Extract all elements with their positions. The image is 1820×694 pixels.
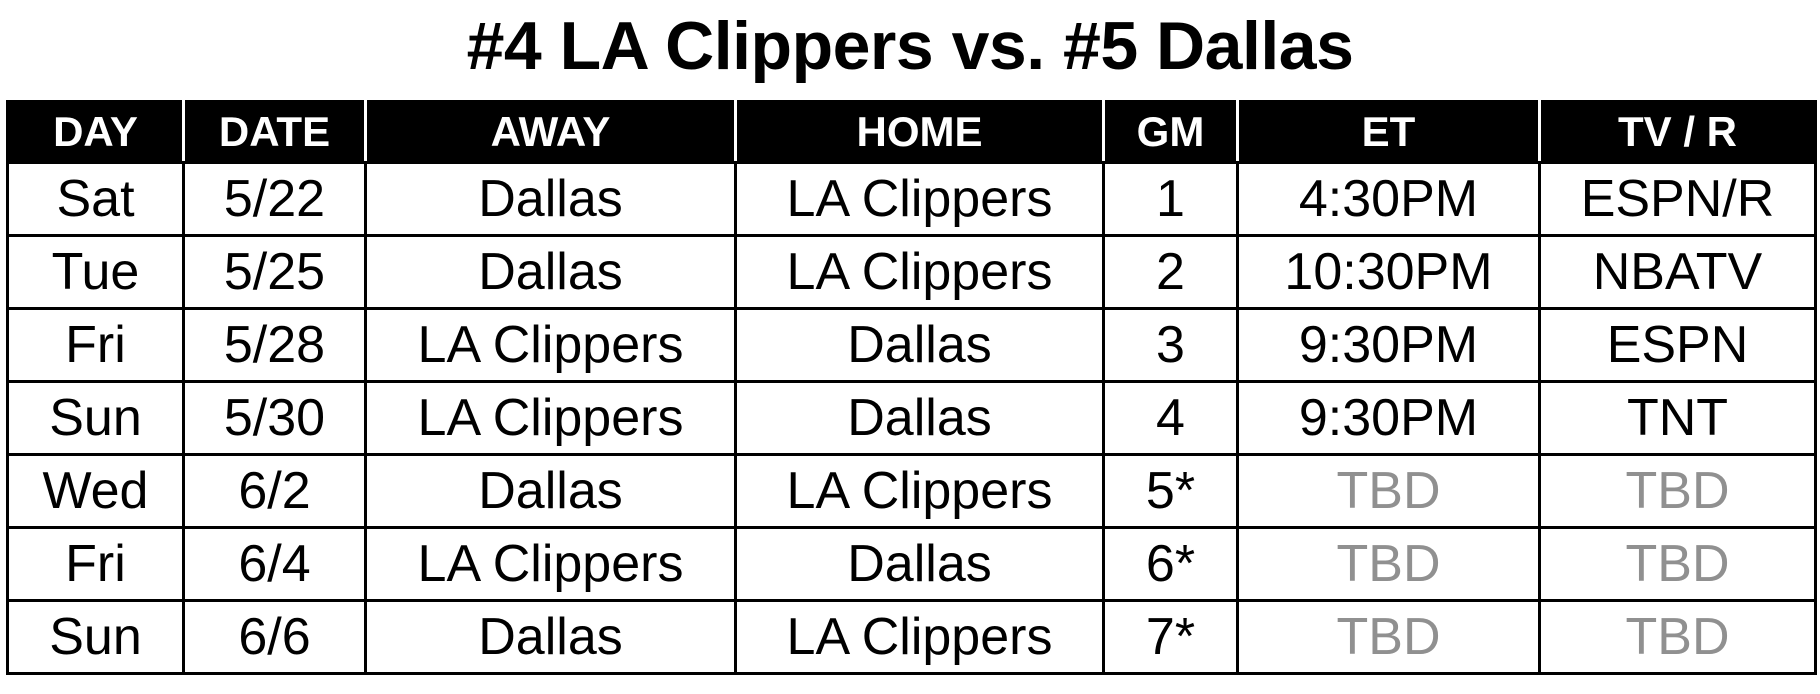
tip-time-cell: 9:30PM xyxy=(1236,307,1541,383)
broadcast-cell: TBD xyxy=(1538,453,1817,529)
day-cell: Sun xyxy=(6,380,185,456)
table-row: Sat 5/22 Dallas LA Clippers 1 4:30PM ESP… xyxy=(6,161,1817,237)
date-cell: 6/4 xyxy=(182,526,367,602)
broadcast-cell: TBD xyxy=(1538,599,1817,675)
date-cell: 5/28 xyxy=(182,307,367,383)
table-body: Sat 5/22 Dallas LA Clippers 1 4:30PM ESP… xyxy=(6,161,1817,675)
table-row: Sun 5/30 LA Clippers Dallas 4 9:30PM TNT xyxy=(6,380,1817,456)
column-header-time-et: ET xyxy=(1236,100,1541,164)
column-header-date: DATE xyxy=(182,100,367,164)
day-cell: Sat xyxy=(6,161,185,237)
day-cell: Tue xyxy=(6,234,185,310)
tip-time-cell: TBD xyxy=(1236,526,1541,602)
home-team-cell: Dallas xyxy=(734,526,1105,602)
page-title: #4 LA Clippers vs. #5 Dallas xyxy=(466,8,1354,84)
broadcast-cell: ESPN xyxy=(1538,307,1817,383)
date-cell: 5/22 xyxy=(182,161,367,237)
home-team-cell: Dallas xyxy=(734,307,1105,383)
tip-time-cell: TBD xyxy=(1236,453,1541,529)
table-row: Tue 5/25 Dallas LA Clippers 2 10:30PM NB… xyxy=(6,234,1817,310)
game-number-cell: 1 xyxy=(1102,161,1239,237)
game-number-cell: 3 xyxy=(1102,307,1239,383)
table-header: DAY DATE AWAY HOME GM ET TV / R xyxy=(6,100,1817,164)
tip-time-cell: TBD xyxy=(1236,599,1541,675)
day-cell: Wed xyxy=(6,453,185,529)
day-cell: Fri xyxy=(6,307,185,383)
away-team-cell: Dallas xyxy=(364,234,737,310)
away-team-cell: LA Clippers xyxy=(364,307,737,383)
table-row: Wed 6/2 Dallas LA Clippers 5* TBD TBD xyxy=(6,453,1817,529)
table-row: Fri 6/4 LA Clippers Dallas 6* TBD TBD xyxy=(6,526,1817,602)
column-header-tv-radio: TV / R xyxy=(1538,100,1817,164)
game-number-cell: 6* xyxy=(1102,526,1239,602)
column-header-day: DAY xyxy=(6,100,185,164)
home-team-cell: LA Clippers xyxy=(734,599,1105,675)
tip-time-cell: 4:30PM xyxy=(1236,161,1541,237)
game-number-cell: 5* xyxy=(1102,453,1239,529)
broadcast-cell: ESPN/R xyxy=(1538,161,1817,237)
away-team-cell: LA Clippers xyxy=(364,380,737,456)
broadcast-cell: NBATV xyxy=(1538,234,1817,310)
table-row: Fri 5/28 LA Clippers Dallas 3 9:30PM ESP… xyxy=(6,307,1817,383)
tip-time-cell: 9:30PM xyxy=(1236,380,1541,456)
date-cell: 5/25 xyxy=(182,234,367,310)
home-team-cell: LA Clippers xyxy=(734,161,1105,237)
date-cell: 6/6 xyxy=(182,599,367,675)
broadcast-cell: TNT xyxy=(1538,380,1817,456)
date-cell: 5/30 xyxy=(182,380,367,456)
home-team-cell: Dallas xyxy=(734,380,1105,456)
away-team-cell: LA Clippers xyxy=(364,526,737,602)
away-team-cell: Dallas xyxy=(364,453,737,529)
schedule-table: DAY DATE AWAY HOME GM ET TV / R Sat 5/22… xyxy=(6,100,1817,675)
broadcast-cell: TBD xyxy=(1538,526,1817,602)
day-cell: Fri xyxy=(6,526,185,602)
column-header-home: HOME xyxy=(734,100,1105,164)
column-header-game: GM xyxy=(1102,100,1239,164)
day-cell: Sun xyxy=(6,599,185,675)
game-number-cell: 7* xyxy=(1102,599,1239,675)
column-header-away: AWAY xyxy=(364,100,737,164)
away-team-cell: Dallas xyxy=(364,161,737,237)
home-team-cell: LA Clippers xyxy=(734,453,1105,529)
game-number-cell: 4 xyxy=(1102,380,1239,456)
home-team-cell: LA Clippers xyxy=(734,234,1105,310)
game-number-cell: 2 xyxy=(1102,234,1239,310)
date-cell: 6/2 xyxy=(182,453,367,529)
away-team-cell: Dallas xyxy=(364,599,737,675)
header-row: DAY DATE AWAY HOME GM ET TV / R xyxy=(6,100,1817,164)
tip-time-cell: 10:30PM xyxy=(1236,234,1541,310)
table-row: Sun 6/6 Dallas LA Clippers 7* TBD TBD xyxy=(6,599,1817,675)
